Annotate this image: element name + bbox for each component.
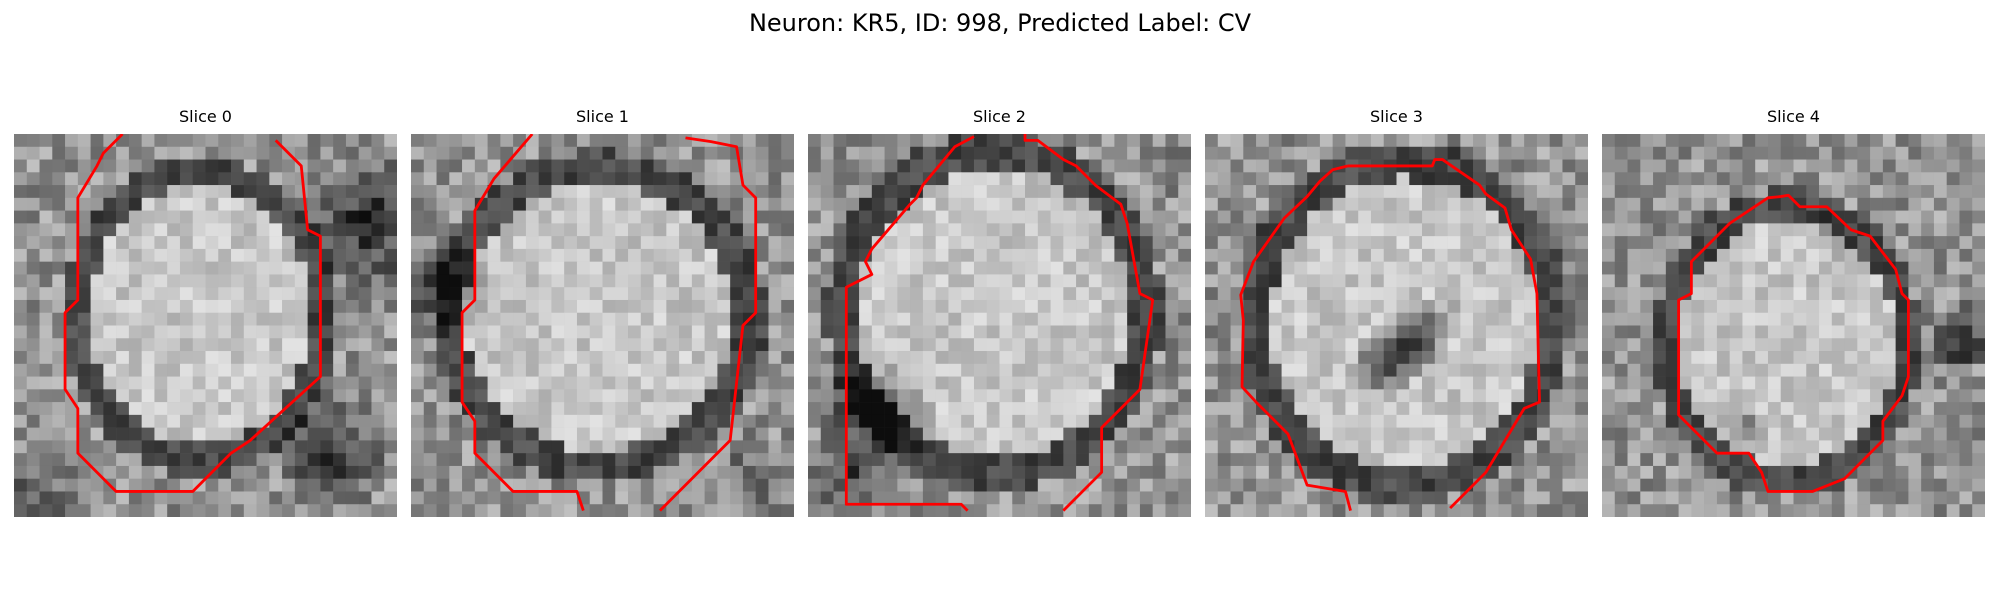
slice-image-0	[14, 134, 397, 517]
contour-line-3-5	[1239, 164, 1352, 511]
slice-image-3	[1205, 134, 1588, 517]
slice-image-1	[411, 134, 794, 517]
slice-title-3: Slice 3	[1370, 107, 1423, 126]
contour-line-2-4	[1023, 134, 1155, 512]
slice-panel-1: Slice 1	[411, 107, 794, 517]
slice-title-2: Slice 2	[973, 107, 1026, 126]
slice-title-1: Slice 1	[576, 107, 629, 126]
slice-panel-3: Slice 3	[1205, 107, 1588, 517]
slice-panel-0: Slice 0	[14, 107, 397, 517]
slice-image-4	[1602, 134, 1985, 517]
slice-image-2	[808, 134, 1191, 517]
slice-title-4: Slice 4	[1767, 107, 1820, 126]
contour-line-1-1	[460, 134, 585, 512]
contour-line-4-7	[1677, 193, 1910, 493]
slice-title-0: Slice 0	[179, 107, 232, 126]
figure-title: Neuron: KR5, ID: 998, Predicted Label: C…	[748, 9, 1252, 37]
contour-line-0-0	[63, 134, 322, 493]
contour-line-3-6	[1347, 158, 1541, 510]
slice-panel-4: Slice 4	[1602, 107, 1985, 517]
contour-line-2-3	[844, 135, 975, 512]
slice-panel-2: Slice 2	[808, 107, 1191, 517]
contour-line-1-2	[658, 136, 758, 512]
